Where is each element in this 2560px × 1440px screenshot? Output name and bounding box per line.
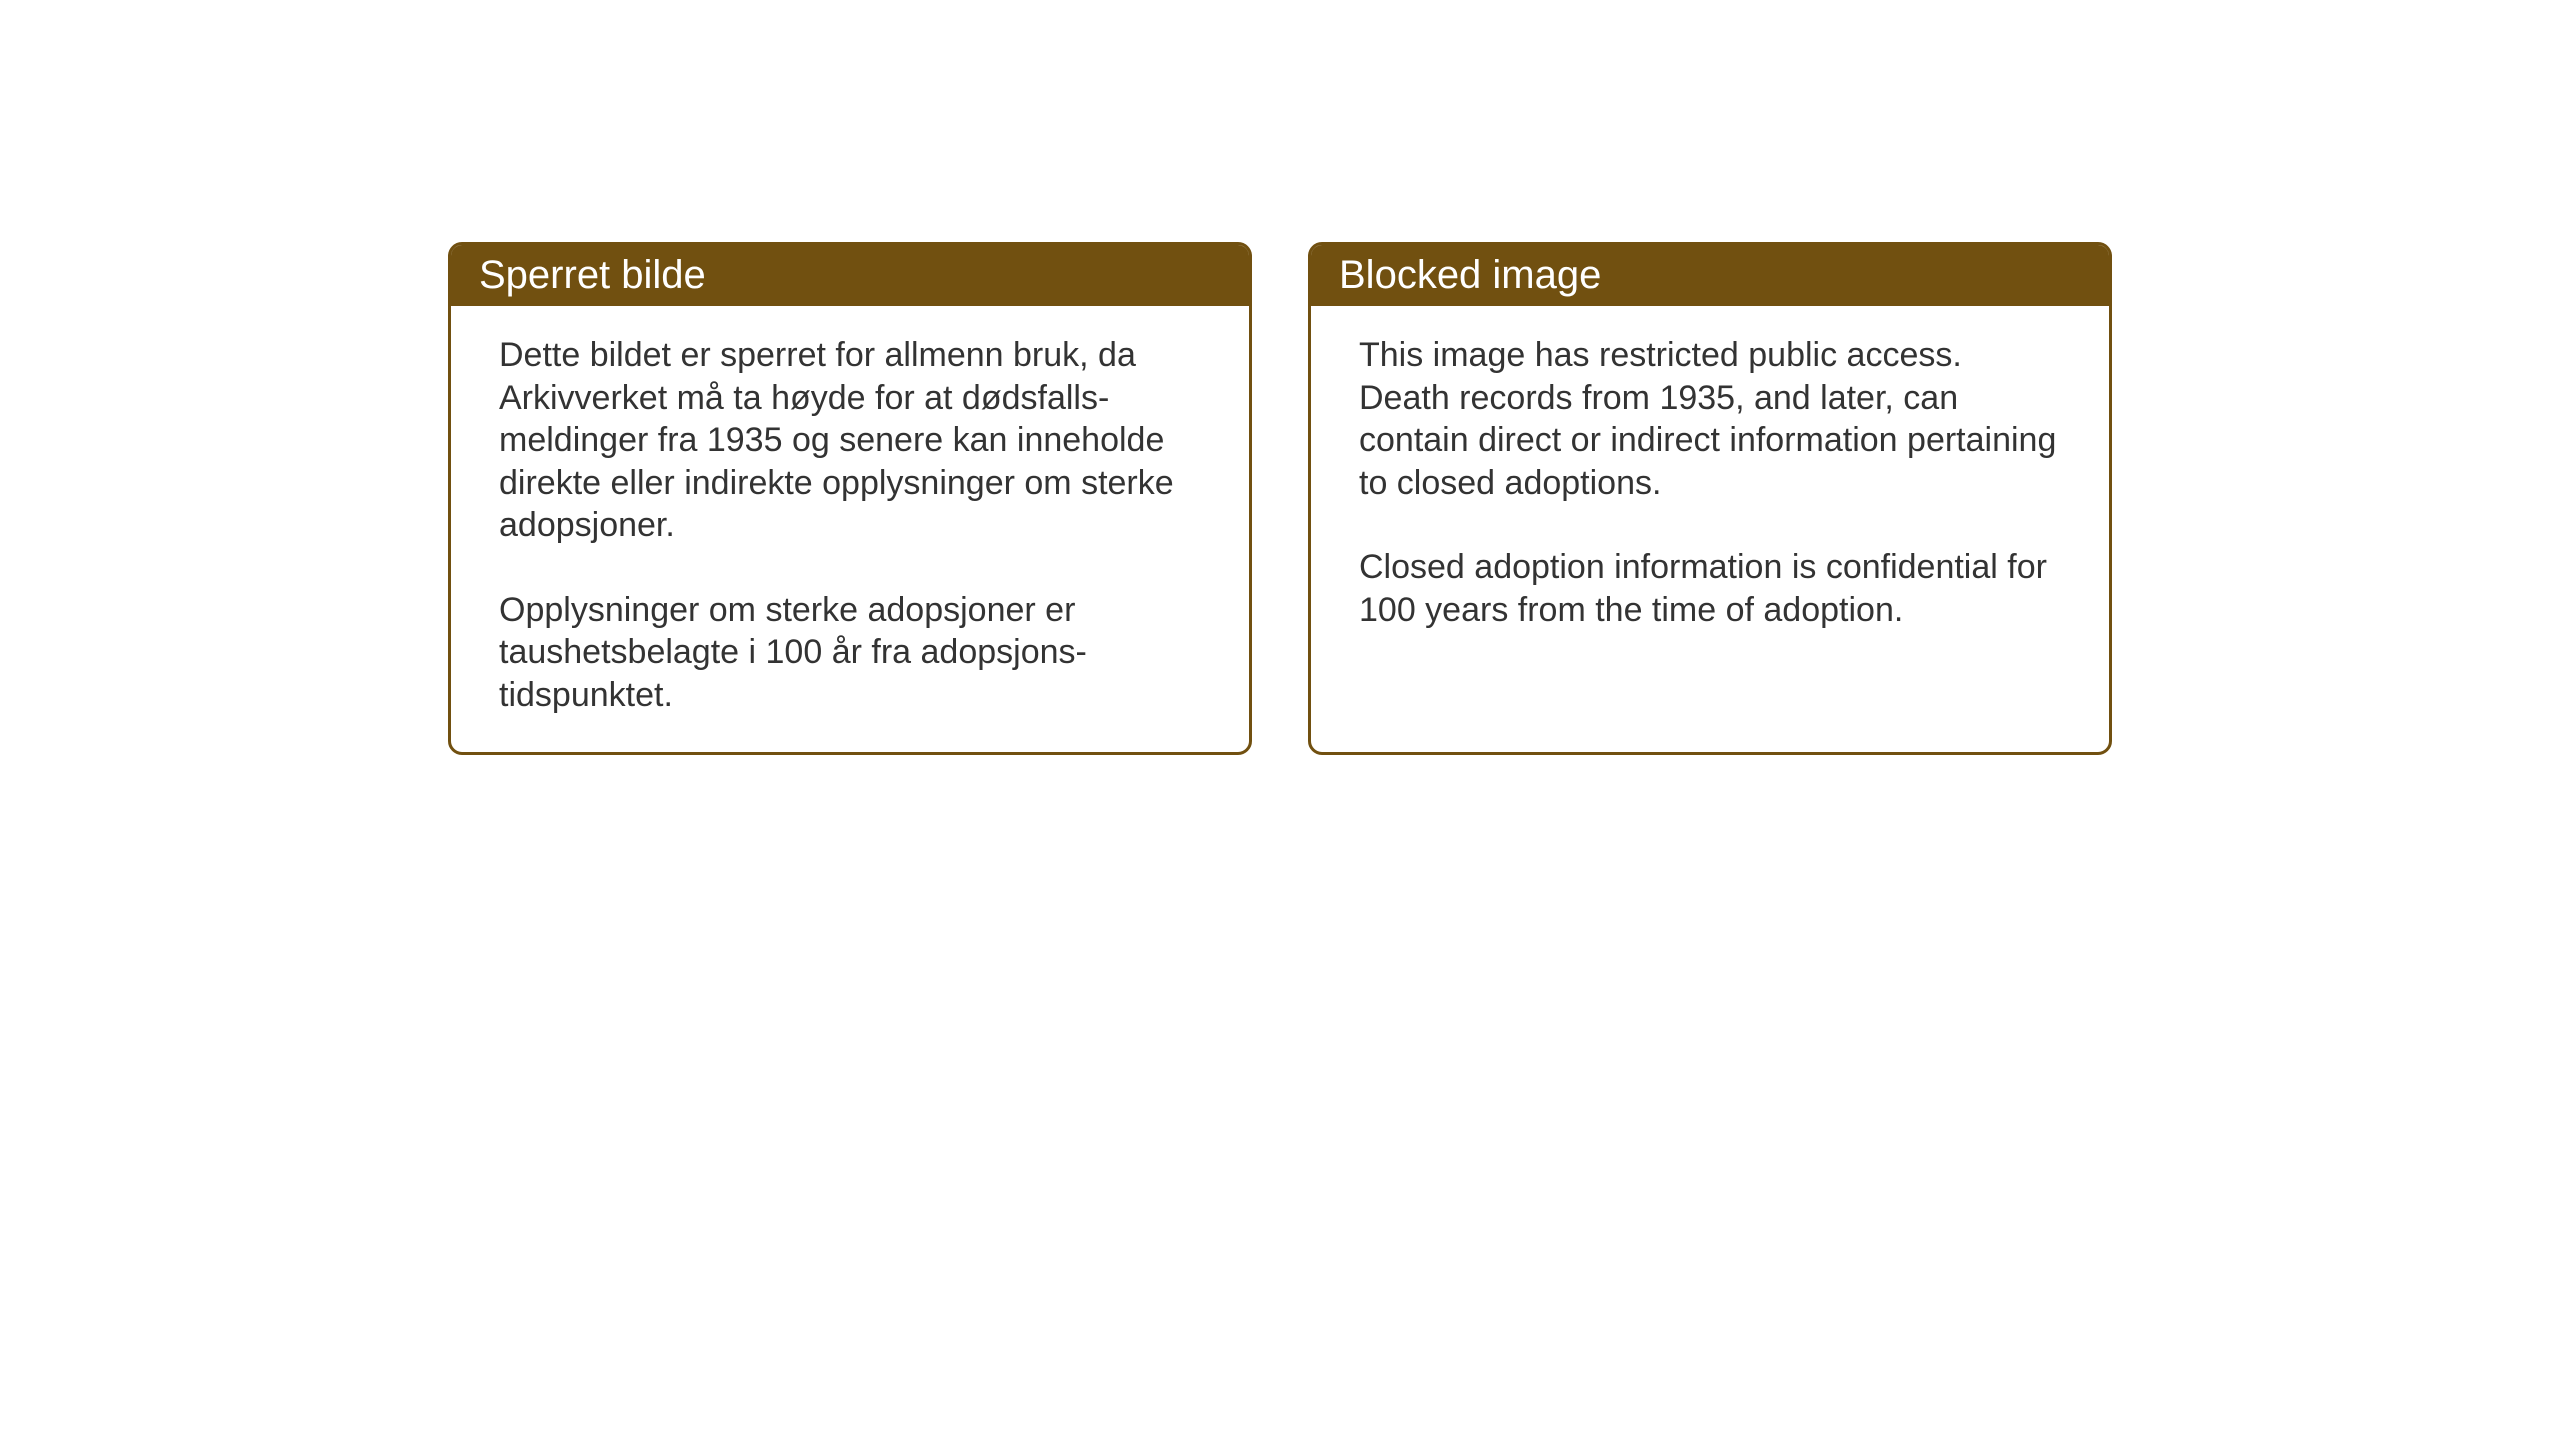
notice-paragraph: Closed adoption information is confident…: [1359, 546, 2061, 631]
notice-title-norwegian: Sperret bilde: [479, 253, 706, 297]
notice-header-norwegian: Sperret bilde: [451, 245, 1249, 306]
notice-paragraph: Opplysninger om sterke adopsjoner er tau…: [499, 589, 1201, 717]
notice-header-english: Blocked image: [1311, 245, 2109, 306]
notice-body-english: This image has restricted public access.…: [1311, 306, 2109, 738]
notice-box-english: Blocked image This image has restricted …: [1308, 242, 2112, 755]
notice-container: Sperret bilde Dette bildet er sperret fo…: [448, 242, 2112, 755]
notice-box-norwegian: Sperret bilde Dette bildet er sperret fo…: [448, 242, 1252, 755]
notice-body-norwegian: Dette bildet er sperret for allmenn bruk…: [451, 306, 1249, 752]
notice-paragraph: This image has restricted public access.…: [1359, 334, 2061, 504]
notice-paragraph: Dette bildet er sperret for allmenn bruk…: [499, 334, 1201, 547]
notice-title-english: Blocked image: [1339, 253, 1601, 297]
